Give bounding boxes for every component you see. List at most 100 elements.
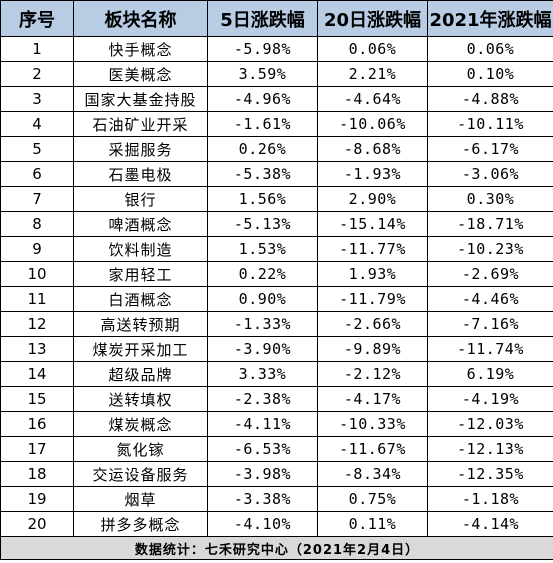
header-rank: 序号 xyxy=(0,0,74,37)
table-row: 19 烟草 -3.38% 0.75% -1.18% xyxy=(0,486,553,512)
table-row: 14 超级品牌 3.33% -2.12% 6.19% xyxy=(0,361,553,387)
cell-sector-name: 高送转预期 xyxy=(73,311,208,337)
cell-rank: 9 xyxy=(0,236,74,262)
header-2021-change: 2021年涨跌幅 xyxy=(427,0,553,37)
cell-20day-change: -10.06% xyxy=(317,111,428,137)
footer-row: 数据统计：七禾研究中心（2021年2月4日） xyxy=(0,536,553,560)
cell-rank: 3 xyxy=(0,86,74,112)
cell-sector-name: 煤炭开采加工 xyxy=(73,336,208,362)
cell-5day-change: 1.56% xyxy=(207,186,318,212)
cell-20day-change: -11.79% xyxy=(317,286,428,312)
table-row: 9 饮料制造 1.53% -11.77% -10.23% xyxy=(0,236,553,262)
cell-20day-change: -2.12% xyxy=(317,361,428,387)
cell-5day-change: -5.38% xyxy=(207,161,318,187)
cell-20day-change: -9.89% xyxy=(317,336,428,362)
cell-2021-change: -10.23% xyxy=(427,236,553,262)
cell-rank: 16 xyxy=(0,411,74,437)
cell-2021-change: 0.10% xyxy=(427,61,553,87)
cell-5day-change: -3.90% xyxy=(207,336,318,362)
cell-2021-change: -7.16% xyxy=(427,311,553,337)
cell-rank: 4 xyxy=(0,111,74,137)
cell-rank: 19 xyxy=(0,486,74,512)
cell-2021-change: -10.11% xyxy=(427,111,553,137)
cell-rank: 13 xyxy=(0,336,74,362)
cell-20day-change: -2.66% xyxy=(317,311,428,337)
cell-5day-change: 0.26% xyxy=(207,136,318,162)
table-row: 10 家用轻工 0.22% 1.93% -2.69% xyxy=(0,261,553,287)
cell-sector-name: 氮化镓 xyxy=(73,436,208,462)
cell-rank: 17 xyxy=(0,436,74,462)
cell-sector-name: 家用轻工 xyxy=(73,261,208,287)
cell-2021-change: -6.17% xyxy=(427,136,553,162)
cell-sector-name: 超级品牌 xyxy=(73,361,208,387)
cell-2021-change: -18.71% xyxy=(427,211,553,237)
cell-rank: 6 xyxy=(0,161,74,187)
table-row: 4 石油矿业开采 -1.61% -10.06% -10.11% xyxy=(0,111,553,137)
cell-2021-change: -4.19% xyxy=(427,386,553,412)
table-row: 11 白酒概念 0.90% -11.79% -4.46% xyxy=(0,286,553,312)
cell-sector-name: 交运设备服务 xyxy=(73,461,208,487)
cell-rank: 8 xyxy=(0,211,74,237)
cell-5day-change: 1.53% xyxy=(207,236,318,262)
cell-5day-change: -5.98% xyxy=(207,36,318,62)
cell-5day-change: -1.33% xyxy=(207,311,318,337)
cell-rank: 11 xyxy=(0,286,74,312)
cell-2021-change: -4.88% xyxy=(427,86,553,112)
cell-2021-change: -3.06% xyxy=(427,161,553,187)
cell-2021-change: -4.14% xyxy=(427,511,553,537)
cell-rank: 12 xyxy=(0,311,74,337)
cell-sector-name: 饮料制造 xyxy=(73,236,208,262)
cell-rank: 7 xyxy=(0,186,74,212)
cell-5day-change: -4.11% xyxy=(207,411,318,437)
cell-rank: 14 xyxy=(0,361,74,387)
cell-20day-change: -8.34% xyxy=(317,461,428,487)
cell-5day-change: -2.38% xyxy=(207,386,318,412)
cell-rank: 20 xyxy=(0,511,74,537)
table-row: 18 交运设备服务 -3.98% -8.34% -12.35% xyxy=(0,461,553,487)
table-row: 7 银行 1.56% 2.90% 0.30% xyxy=(0,186,553,212)
table-row: 2 医美概念 3.59% 2.21% 0.10% xyxy=(0,61,553,87)
cell-rank: 15 xyxy=(0,386,74,412)
cell-5day-change: 0.90% xyxy=(207,286,318,312)
cell-sector-name: 送转填权 xyxy=(73,386,208,412)
cell-5day-change: 0.22% xyxy=(207,261,318,287)
table-body: 1 快手概念 -5.98% 0.06% 0.06% 2 医美概念 3.59% 2.21% 0.10… xyxy=(0,36,553,537)
cell-2021-change: -2.69% xyxy=(427,261,553,287)
cell-sector-name: 国家大基金持股 xyxy=(73,86,208,112)
cell-sector-name: 白酒概念 xyxy=(73,286,208,312)
cell-2021-change: 0.06% xyxy=(427,36,553,62)
header-5day-change: 5日涨跌幅 xyxy=(207,0,318,37)
cell-20day-change: 0.75% xyxy=(317,486,428,512)
cell-sector-name: 医美概念 xyxy=(73,61,208,87)
cell-sector-name: 快手概念 xyxy=(73,36,208,62)
cell-2021-change: 0.30% xyxy=(427,186,553,212)
header-row: 序号 板块名称 5日涨跌幅 20日涨跌幅 2021年涨跌幅 xyxy=(0,0,553,37)
table-row: 20 拼多多概念 -4.10% 0.11% -4.14% xyxy=(0,511,553,537)
cell-5day-change: 3.33% xyxy=(207,361,318,387)
cell-5day-change: -3.98% xyxy=(207,461,318,487)
cell-5day-change: -1.61% xyxy=(207,111,318,137)
header-20day-change: 20日涨跌幅 xyxy=(317,0,428,37)
cell-rank: 1 xyxy=(0,36,74,62)
cell-sector-name: 石墨电极 xyxy=(73,161,208,187)
cell-2021-change: -4.46% xyxy=(427,286,553,312)
cell-5day-change: -5.13% xyxy=(207,211,318,237)
cell-20day-change: -4.17% xyxy=(317,386,428,412)
table-row: 17 氮化镓 -6.53% -11.67% -12.13% xyxy=(0,436,553,462)
cell-20day-change: -4.64% xyxy=(317,86,428,112)
cell-2021-change: -11.74% xyxy=(427,336,553,362)
cell-2021-change: -12.13% xyxy=(427,436,553,462)
cell-sector-name: 煤炭概念 xyxy=(73,411,208,437)
cell-20day-change: -11.67% xyxy=(317,436,428,462)
cell-20day-change: -15.14% xyxy=(317,211,428,237)
cell-2021-change: -1.18% xyxy=(427,486,553,512)
cell-sector-name: 银行 xyxy=(73,186,208,212)
cell-5day-change: -4.96% xyxy=(207,86,318,112)
data-source-note: 数据统计：七禾研究中心（2021年2月4日） xyxy=(0,536,553,560)
cell-sector-name: 拼多多概念 xyxy=(73,511,208,537)
cell-rank: 5 xyxy=(0,136,74,162)
table-row: 13 煤炭开采加工 -3.90% -9.89% -11.74% xyxy=(0,336,553,362)
cell-20day-change: -10.33% xyxy=(317,411,428,437)
cell-20day-change: -11.77% xyxy=(317,236,428,262)
